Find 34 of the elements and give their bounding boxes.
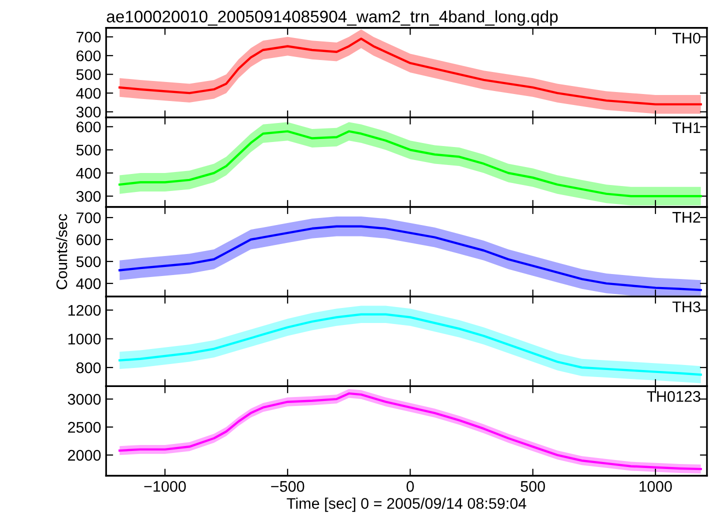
y-tick-label: 1000 — [68, 334, 101, 344]
y-tick-label: 800 — [76, 362, 101, 374]
text: TH0 — [672, 32, 700, 44]
chart-title: ae100020010_20050914085904_wam2_trn_4band_long.qdp — [106, 10, 558, 26]
x-tick-label: −1000 — [144, 481, 186, 492]
y-tick-label: 2500 — [68, 422, 101, 433]
text: TH3 — [672, 301, 700, 312]
y-tick-label: 600 — [76, 234, 101, 246]
y-tick-label: 3000 — [68, 394, 101, 405]
y-tick-label: 600 — [76, 50, 101, 62]
y-tick-label: 1200 — [68, 304, 101, 316]
x-axis-title: Time [sec] 0 = 2005/09/14 08:59:04 — [286, 498, 526, 512]
y-tick-label: 300 — [76, 106, 101, 118]
y-tick-label: 600 — [76, 122, 101, 132]
y-tick-label: 500 — [76, 69, 101, 80]
y-tick-label: 500 — [76, 256, 101, 268]
y-tick-label: 700 — [76, 32, 101, 43]
y-tick-label: 2000 — [68, 450, 101, 461]
y-tick-label: 300 — [76, 191, 101, 202]
line-series — [118, 225, 702, 292]
y-tick-label: 400 — [76, 278, 101, 290]
y-tick-label: 400 — [76, 168, 101, 179]
text: TH0123 — [646, 391, 700, 402]
text: TH1 — [672, 122, 700, 133]
y-axis-title: Counts/sec — [56, 214, 68, 290]
text: TH2 — [672, 212, 700, 223]
x-tick-label: −500 — [271, 481, 304, 492]
x-tick-label: 0 — [406, 481, 414, 492]
y-tick-label: 700 — [76, 212, 101, 224]
x-tick-label: 500 — [520, 481, 545, 492]
y-tick-label: 500 — [76, 144, 101, 156]
line-series — [118, 313, 702, 376]
y-tick-label: 400 — [76, 88, 101, 99]
x-tick-label: 1000 — [640, 481, 672, 492]
